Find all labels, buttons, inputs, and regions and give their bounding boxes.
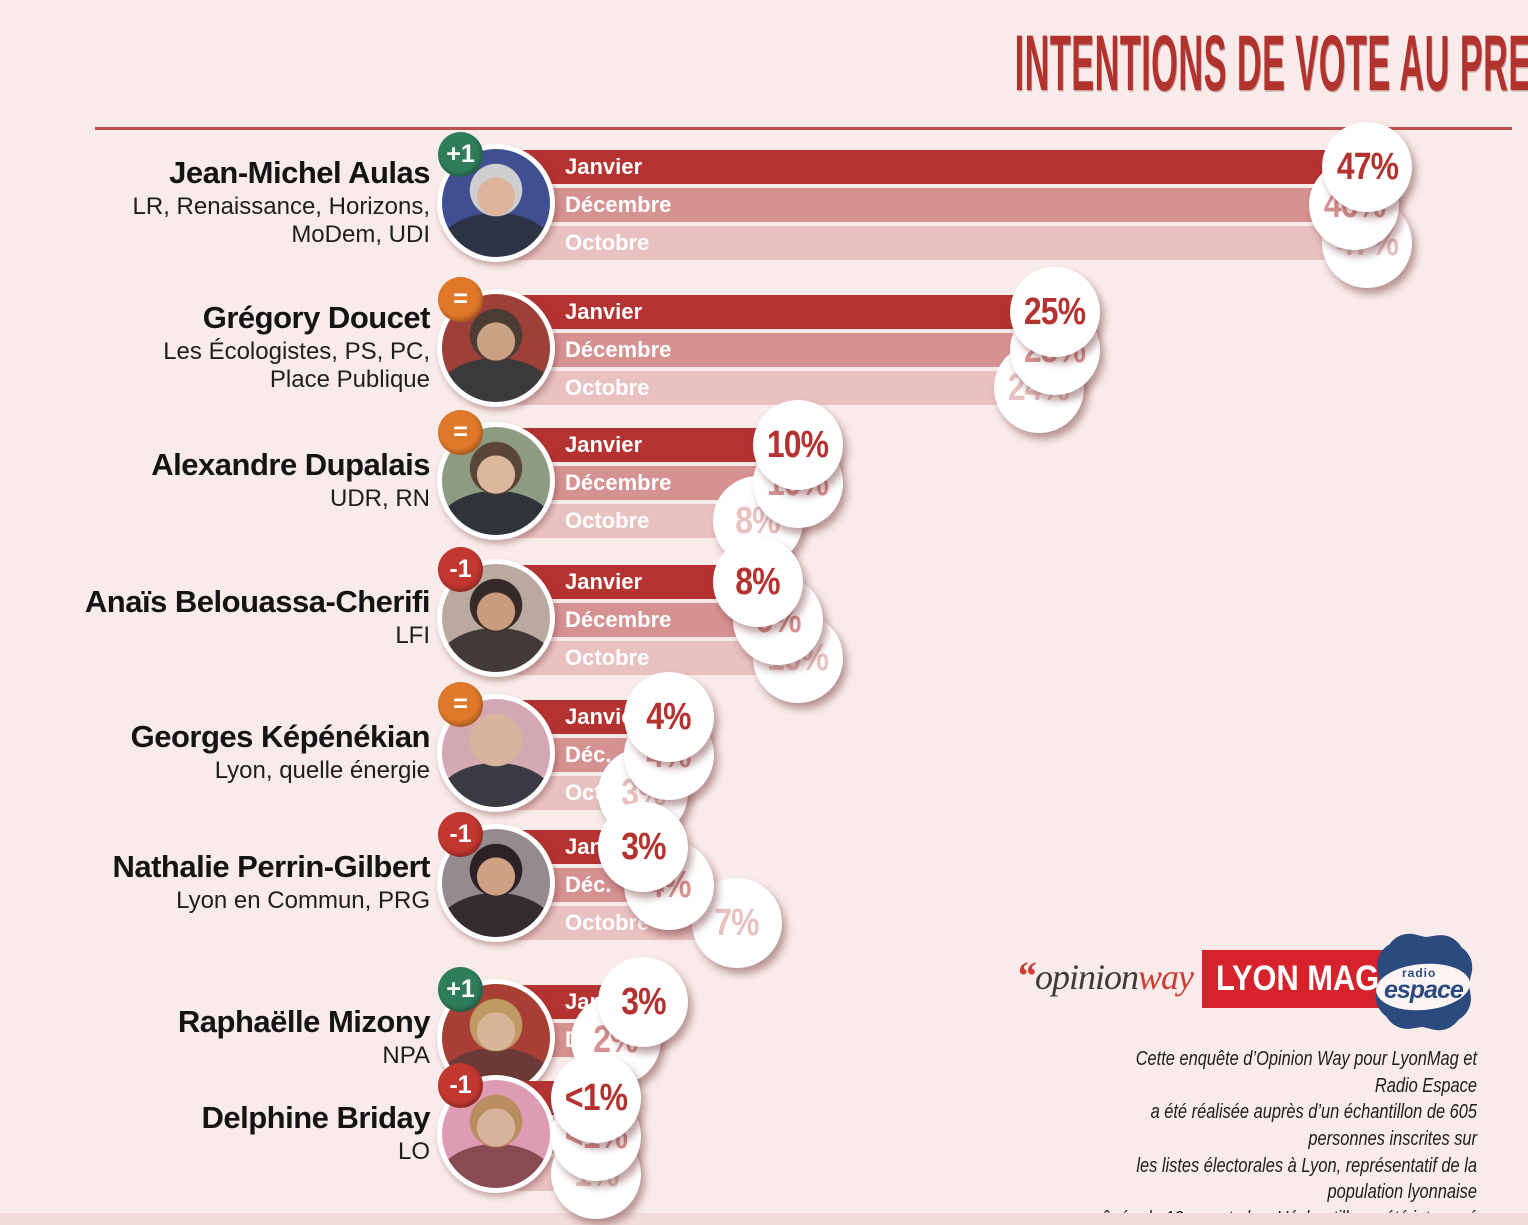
- candidate-photo: [437, 144, 555, 262]
- month-label: Octobre: [565, 375, 650, 400]
- month-label: Déc.: [565, 742, 612, 767]
- candidate-name: Grégory Doucet: [202, 300, 431, 336]
- candidate-info: Grégory Doucet Les Écologistes, PS, PC, P…: [0, 289, 430, 407]
- month-label: Octobre: [565, 645, 650, 670]
- page-title-text: INTENTIONS DE VOTE AU PREMIER TOUR DE L’…: [1014, 18, 1528, 108]
- value-bubble: 3%: [598, 802, 689, 892]
- candidate-info: Georges Képénékian Lyon, quelle énergie: [0, 694, 431, 812]
- candidate-photo: [437, 422, 555, 540]
- candidate-name: Anaïs Belouassa-Cherifi: [84, 584, 431, 620]
- month-label: Janvier: [565, 432, 643, 457]
- candidate-name: Delphine Briday: [201, 1100, 431, 1136]
- candidate-party: LR, Renaissance, Horizons, MoDem, UDI: [132, 193, 430, 249]
- month-label: Janvier: [565, 299, 643, 324]
- lyonmag-logo-text: LYON MAG: [1216, 959, 1380, 998]
- trend-badge: +1: [438, 967, 483, 1012]
- month-label: Décembre: [565, 607, 672, 632]
- bottom-strip: [0, 1213, 1528, 1225]
- radio-espace-logo: radio espace: [1370, 928, 1478, 1036]
- radio-espace-logo-small-text: radio: [1402, 966, 1437, 980]
- candidate-party: Les Écologistes, PS, PC, Place Publique: [163, 338, 430, 394]
- candidate-photo: [437, 289, 555, 407]
- candidate-info: Jean-Michel Aulas LR, Renaissance, Horizo…: [0, 144, 431, 262]
- month-label: Décembre: [565, 192, 672, 217]
- value-label: 3%: [621, 980, 666, 1023]
- methodology-note: Cette enquête d’Opinion Way pour LyonMag…: [1101, 1047, 1477, 1225]
- poll-bar-Octobre: Octobre: [505, 641, 765, 675]
- value-label: 25%: [1023, 290, 1086, 333]
- page-title: INTENTIONS DE VOTE AU PREMIER TOUR DE L’…: [0, 18, 1528, 117]
- poll-bar-Octobre: Octobre: [505, 371, 1006, 405]
- opinionway-logo: “opinionway: [1016, 952, 1194, 999]
- month-label: Janvier: [565, 569, 643, 594]
- trend-badge: =: [438, 410, 483, 455]
- candidate-info: Anaïs Belouassa-Cherifi LFI: [0, 559, 431, 677]
- candidate-party: NPA: [382, 1042, 430, 1070]
- value-bubble: 47%: [1322, 122, 1413, 212]
- month-label: Déc.: [565, 872, 612, 897]
- value-label: 10%: [767, 423, 829, 466]
- trend-badge: -1: [438, 1063, 483, 1108]
- value-label: 8%: [735, 560, 781, 603]
- poll-bar-Décembre: Décembre: [505, 188, 1322, 222]
- candidate-info: Delphine Briday LO: [0, 1075, 431, 1193]
- candidate-name: Jean-Michel Aulas: [169, 155, 430, 191]
- opinionway-logo-text-red: way: [1138, 957, 1194, 997]
- trend-badge: =: [438, 682, 483, 727]
- month-label: Décembre: [565, 337, 672, 362]
- month-label: Décembre: [565, 470, 672, 495]
- candidate-party: LFI: [395, 622, 430, 650]
- opinionway-quote-icon: “: [1016, 953, 1036, 998]
- poll-bar-Octobre: Octobre: [505, 226, 1335, 260]
- value-bubble: 3%: [598, 957, 689, 1047]
- value-bubble: 4%: [623, 672, 714, 762]
- value-label: 7%: [714, 901, 760, 944]
- value-label: <1%: [564, 1076, 628, 1119]
- month-label: Octobre: [565, 508, 650, 533]
- trend-badge: -1: [438, 547, 483, 592]
- trend-badge: -1: [438, 812, 483, 857]
- value-bubble: 25%: [1009, 267, 1100, 357]
- trend-badge: +1: [438, 132, 483, 177]
- poll-bar-Janvier: Janvier: [505, 150, 1335, 184]
- month-label: Janvier: [565, 154, 643, 179]
- candidate-party: Lyon, quelle énergie: [214, 757, 430, 785]
- value-bubble: 8%: [712, 537, 803, 627]
- poll-bar-Décembre: Décembre: [505, 333, 1022, 367]
- candidate-name: Alexandre Dupalais: [151, 447, 430, 483]
- candidate-info: Nathalie Perrin-Gilbert Lyon en Commun, P…: [0, 824, 430, 942]
- value-label: 47%: [1336, 145, 1399, 188]
- radio-espace-logo-main-text: espace: [1384, 976, 1464, 1004]
- month-label: Octobre: [565, 230, 650, 255]
- trend-badge: =: [438, 277, 483, 322]
- value-label: 4%: [646, 695, 691, 738]
- candidate-info: Raphaëlle Mizony NPA: [0, 979, 431, 1097]
- candidate-name: Raphaëlle Mizony: [177, 1004, 431, 1040]
- value-label: 3%: [621, 825, 666, 868]
- candidate-party: Lyon en Commun, PRG: [176, 887, 430, 915]
- value-bubble: <1%: [551, 1053, 641, 1143]
- candidate-name: Nathalie Perrin-Gilbert: [112, 849, 430, 885]
- candidate-info: Alexandre Dupalais UDR, RN: [0, 422, 430, 540]
- candidate-party: UDR, RN: [330, 485, 430, 513]
- opinionway-logo-text-dark: opinion: [1035, 957, 1139, 997]
- poll-bar-Janvier: Janvier: [505, 295, 1022, 329]
- title-divider: [95, 127, 1512, 130]
- candidate-photo: [437, 1075, 555, 1193]
- candidate-name: Georges Képénékian: [130, 719, 431, 755]
- value-bubble: 10%: [752, 400, 843, 490]
- candidate-party: LO: [397, 1138, 430, 1166]
- poll-bar-Janvier: Janvier: [505, 565, 725, 599]
